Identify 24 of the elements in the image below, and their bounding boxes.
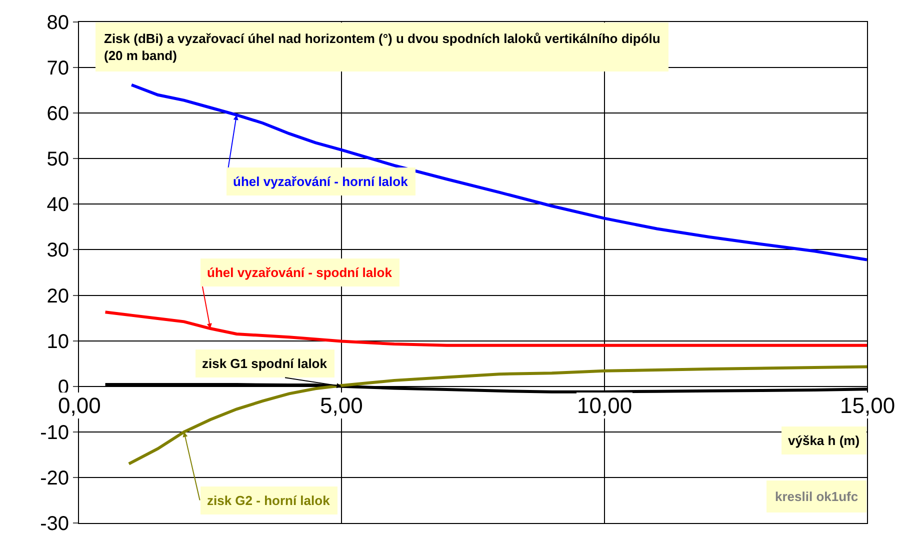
series-label: zisk G1 spodní lalok — [202, 356, 328, 371]
x-axis-title: výška h (m) — [788, 433, 860, 448]
y-tick-label: -30 — [40, 513, 69, 535]
x-tick-label: 5,00 — [320, 393, 363, 418]
y-tick-label: 20 — [46, 285, 69, 308]
y-tick-label: 40 — [46, 194, 69, 216]
y-tick-label: 60 — [46, 103, 69, 126]
y-tick-label: 70 — [46, 58, 69, 80]
x-tick-label: 10,00 — [577, 393, 632, 418]
annotation: kreslil ok1ufc — [775, 489, 858, 504]
x-tick-label: 15,00 — [840, 393, 896, 418]
line-series — [104, 310, 867, 347]
text: úhel vyzařování - spodní lalok — [207, 265, 393, 280]
text: Zisk (dBi) a vyzařovací úhel nad horizontem (°) u dvou spodních laloků vertikálního dipólu (20 m band) — [104, 31, 660, 63]
x-tick-label: 0,00 — [58, 393, 101, 418]
y-tick-label: 80 — [46, 12, 69, 34]
line-series — [130, 83, 867, 262]
y-tick-label: 30 — [46, 240, 69, 262]
y-tick-label: -20 — [40, 467, 69, 490]
y-tick-label: 10 — [46, 330, 69, 353]
series-label: úhel vyzařování - horní lalok — [233, 174, 409, 189]
y-tick-label: 50 — [46, 148, 69, 171]
text: zisk G2 - horní lalok — [207, 493, 331, 508]
y-tick-label: -10 — [40, 422, 69, 444]
